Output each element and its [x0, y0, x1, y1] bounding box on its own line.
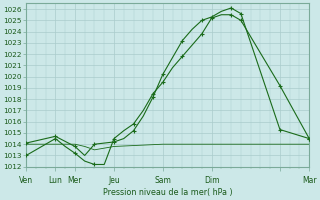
- X-axis label: Pression niveau de la mer( hPa ): Pression niveau de la mer( hPa ): [103, 188, 233, 197]
